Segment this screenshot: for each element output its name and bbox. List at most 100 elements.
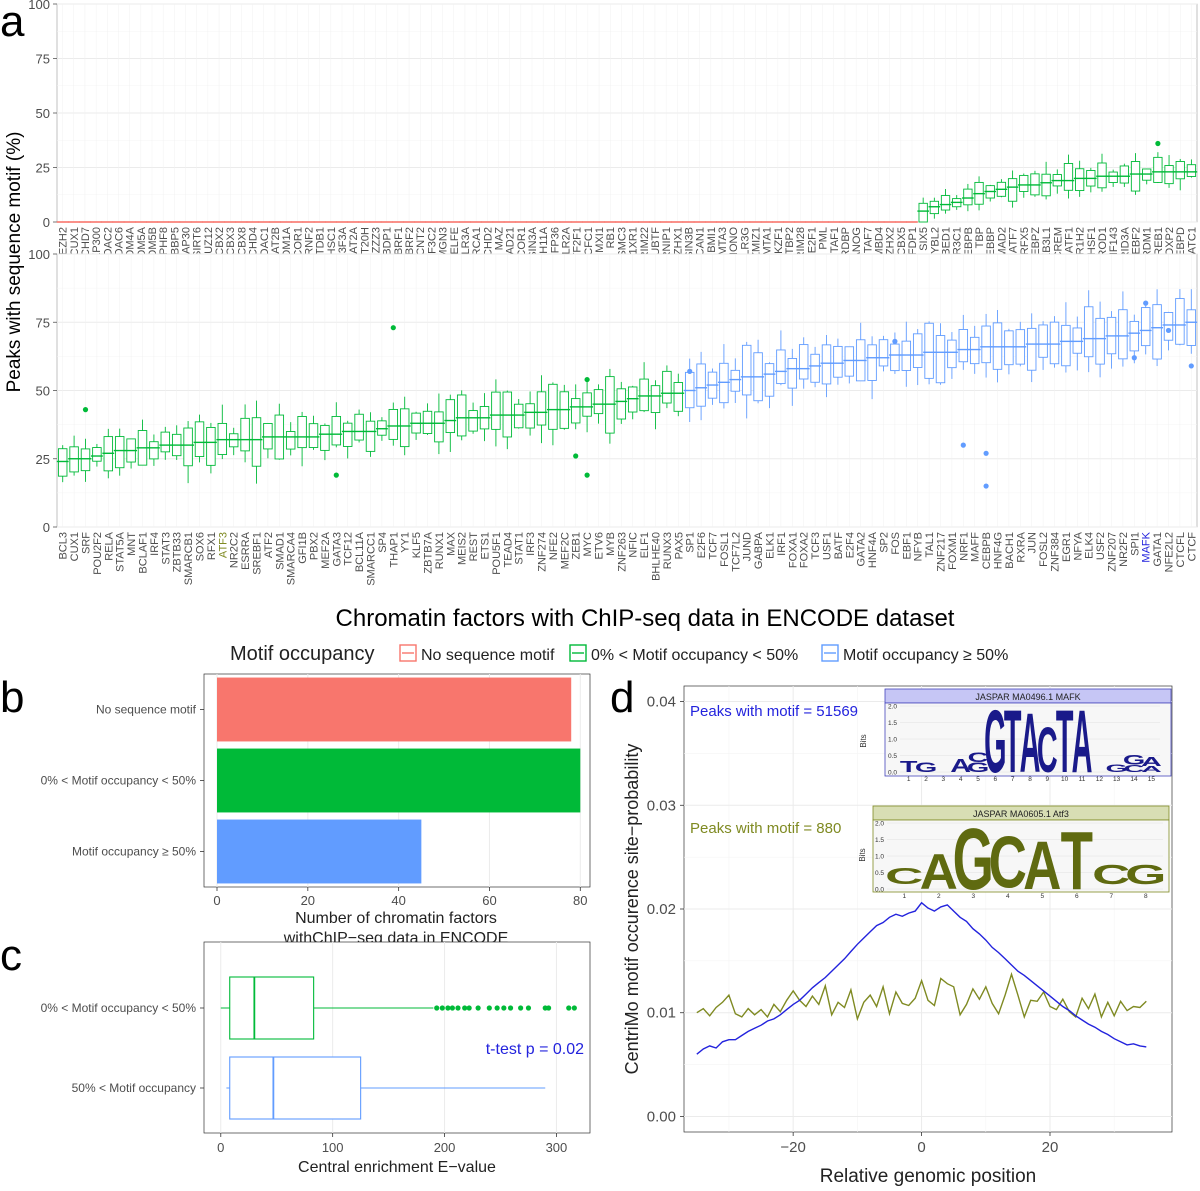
box-bcl3	[56, 445, 69, 483]
x-tick-label: TBP	[974, 227, 986, 248]
x-tick-label: RFX5	[1019, 227, 1031, 255]
outlier-point	[960, 442, 966, 448]
x-tick-label: MAFF	[970, 532, 982, 562]
box-zbed1	[939, 189, 952, 214]
logo-x-tick-label: 14	[1130, 776, 1138, 783]
logo-letter: G	[1125, 859, 1166, 890]
x-tick-label: EZH2	[58, 227, 70, 255]
box-body	[1038, 324, 1048, 358]
logo-y-tick-label: 1.0	[888, 737, 897, 744]
x-tick-label: GFI1B	[297, 532, 309, 564]
outlier-point	[584, 472, 590, 478]
x-tick-label: TAL1	[924, 532, 936, 557]
x-tick-label: ZMIZ1	[751, 227, 763, 259]
box-body	[251, 417, 262, 467]
x-axis-title: Number of chromatin factors	[295, 910, 497, 927]
box-body	[240, 417, 250, 452]
logo-letter: G	[967, 760, 989, 775]
x-tick-label: ATF2	[263, 532, 275, 558]
logo-x-tick-label: 6	[994, 776, 998, 783]
x-tick-label: 80	[573, 893, 587, 908]
box-irf3	[524, 391, 537, 436]
logo-y-tick-label: 0.5	[875, 870, 884, 877]
box-nfyb	[911, 329, 924, 386]
y-axis-title: CentriMo motif occurence site−probabilit…	[622, 744, 642, 1075]
x-tick-label: GATA3	[331, 532, 343, 566]
box-irf4	[147, 434, 160, 466]
box-body	[183, 427, 193, 467]
box-body	[354, 413, 364, 441]
x-tick-label: SPI1	[1129, 532, 1141, 556]
logo-mafk-title: JASPAR MA0496.1 MAFK	[975, 692, 1080, 702]
x-tick-label: FOXA1	[787, 532, 799, 568]
sequence-logo-mafk: JASPAR MA0496.1 MAFK Bits 0.0 0.5 1.0 1.5 2.…	[859, 688, 1172, 793]
x-tick-label: RXRA	[1015, 531, 1027, 562]
logo-letter: G	[984, 693, 1006, 793]
peaks-with-motif-mafk: Peaks with motif = 51569	[690, 703, 858, 720]
box-znf217	[934, 323, 947, 385]
x-tick-label: RB1	[605, 227, 617, 248]
logo-x-tick-label: 1	[907, 776, 911, 783]
box-nfya	[1071, 316, 1084, 371]
outlier-point	[439, 1005, 445, 1011]
logo-x-tick-label: 8	[1028, 776, 1032, 783]
y-tick-label: 50	[36, 384, 50, 399]
box-body	[1186, 309, 1197, 346]
logo-x-tick-label: 8	[1144, 893, 1148, 900]
box-atf1	[1062, 154, 1075, 199]
box-sp4	[375, 417, 388, 441]
box-body	[662, 370, 672, 404]
x-tick-label: SIN3B	[683, 227, 695, 259]
box-nfe2l2	[1162, 311, 1175, 351]
x-tick-label: E2F4	[844, 532, 856, 558]
outlier-point	[494, 1005, 500, 1011]
box-body	[422, 410, 433, 434]
box-body	[525, 403, 535, 429]
x-tick-label: HSF1	[1086, 227, 1098, 255]
panel-a-y-axis-title: Peaks with sequence motif (%)	[4, 132, 25, 393]
box-foxa2	[797, 337, 810, 389]
outlier-point	[892, 338, 898, 344]
box-body	[1118, 309, 1128, 360]
box-body	[388, 408, 399, 440]
logo-letter: A	[1141, 755, 1162, 769]
x-tick-label: E2F6	[696, 532, 708, 558]
box-body	[605, 376, 615, 434]
box-mef2a	[318, 423, 331, 461]
box-body	[570, 398, 581, 424]
box-atf3	[216, 404, 229, 460]
x-tick-label: NR2C2	[229, 532, 241, 568]
x-tick-label: REST	[468, 532, 480, 562]
box-body	[1164, 165, 1174, 185]
x-tick-label: TAF1	[829, 227, 841, 253]
x-tick-label: CBX3	[225, 227, 237, 256]
box-body	[1108, 171, 1118, 183]
outlier-point	[466, 1005, 472, 1011]
box-smarca4	[284, 422, 297, 456]
x-tick-label: BMI1	[706, 227, 718, 253]
box-six5	[917, 197, 929, 223]
x-tick-label: FOS	[890, 532, 902, 555]
box-body	[798, 344, 809, 380]
x-tick-label: SIRT6	[192, 227, 204, 258]
box-body	[342, 422, 353, 447]
box-cux1	[68, 435, 81, 476]
box-pou5f1	[489, 379, 502, 447]
x-tick-label: MXI1	[594, 227, 606, 253]
x-tick-label: MNT	[126, 532, 138, 556]
box-body	[1152, 304, 1162, 360]
x-tick-label: NFYB	[913, 532, 925, 561]
box-body	[1119, 165, 1129, 184]
y-tick-label: 25	[36, 161, 50, 176]
x-tick-label: KLF5	[411, 532, 423, 558]
box-tcf7	[706, 368, 719, 405]
x-tick-label: SP4	[377, 532, 389, 553]
x-tick-label: POU2F2	[92, 532, 104, 575]
box-body	[787, 357, 798, 389]
box-body	[924, 322, 934, 379]
x-tick-label: TCF7L2	[730, 532, 742, 572]
box-tbp	[973, 176, 985, 211]
x-axis-title: Relative genomic position	[820, 1166, 1037, 1187]
box-stat3	[159, 426, 172, 460]
x-tick-label: TCF7	[708, 532, 720, 560]
